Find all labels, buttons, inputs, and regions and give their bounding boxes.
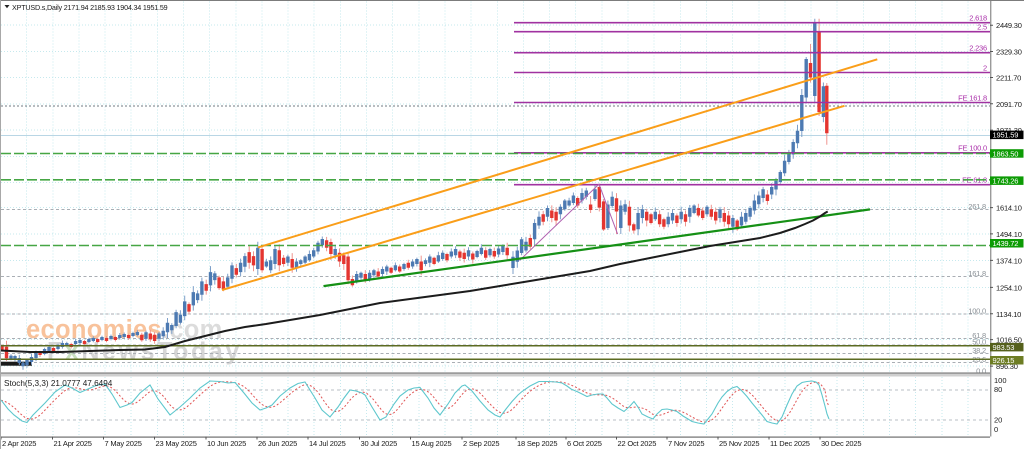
svg-text:1743.26: 1743.26: [993, 177, 1019, 186]
svg-text:2.5: 2.5: [977, 23, 987, 32]
svg-text:XPTUSD.s,Daily 2171.94 2185.9: XPTUSD.s,Daily 2171.94 2185.93 1904.34 1…: [12, 3, 168, 12]
svg-text:2 Apr 2025: 2 Apr 2025: [2, 439, 36, 448]
svg-text:economies.com: economies.com: [26, 316, 223, 344]
svg-text:6 Oct 2025: 6 Oct 2025: [567, 439, 602, 448]
svg-text:2: 2: [983, 63, 987, 72]
svg-text:38.2: 38.2: [972, 346, 986, 355]
svg-text:896.30: 896.30: [996, 362, 1018, 371]
svg-text:20: 20: [994, 416, 1002, 425]
svg-text:983.53: 983.53: [993, 343, 1015, 352]
svg-text:1863.50: 1863.50: [993, 149, 1019, 158]
svg-text:100.0: 100.0: [968, 306, 986, 315]
svg-text:1134.10: 1134.10: [996, 310, 1021, 319]
svg-text:926.15: 926.15: [993, 356, 1015, 365]
svg-text:10 Jun 2025: 10 Jun 2025: [207, 439, 246, 448]
svg-text:1016.50: 1016.50: [996, 336, 1022, 345]
svg-text:1951.59: 1951.59: [993, 131, 1019, 140]
svg-text:FE 100.0: FE 100.0: [958, 144, 987, 153]
svg-text:1494.10: 1494.10: [996, 230, 1022, 239]
svg-text:2211.70: 2211.70: [996, 74, 1021, 83]
svg-text:FE 61.8: FE 61.8: [962, 176, 987, 185]
svg-text:11 Dec 2025: 11 Dec 2025: [770, 439, 810, 448]
svg-text:26 Jun 2025: 26 Jun 2025: [258, 439, 297, 448]
svg-text:2 Sep 2025: 2 Sep 2025: [463, 439, 499, 448]
svg-text:18 Sep 2025: 18 Sep 2025: [517, 439, 557, 448]
svg-text:0.0: 0.0: [976, 367, 986, 376]
svg-text:50.0: 50.0: [972, 337, 986, 346]
svg-text:0: 0: [994, 425, 998, 434]
svg-text:2449.30: 2449.30: [996, 21, 1022, 30]
svg-text:161.8: 161.8: [968, 269, 986, 278]
svg-text:2.236: 2.236: [969, 44, 987, 53]
svg-text:14 Jul 2025: 14 Jul 2025: [309, 439, 346, 448]
svg-text:1439.72: 1439.72: [993, 239, 1019, 248]
svg-text:22 Oct 2025: 22 Oct 2025: [618, 439, 657, 448]
svg-text:21 Apr 2025: 21 Apr 2025: [54, 439, 92, 448]
svg-text:2329.30: 2329.30: [996, 48, 1022, 57]
svg-text:100: 100: [994, 376, 1007, 385]
svg-text:25 Nov 2025: 25 Nov 2025: [719, 439, 759, 448]
svg-text:30 Dec 2025: 30 Dec 2025: [821, 439, 861, 448]
svg-text:2.618: 2.618: [969, 14, 987, 23]
svg-text:261.8: 261.8: [968, 202, 986, 211]
svg-text:Stoch(5,3,3) 21.0777 47.6494: Stoch(5,3,3) 21.0777 47.6494: [4, 379, 113, 388]
svg-text:FE 161.8: FE 161.8: [958, 93, 987, 102]
svg-text:1614.10: 1614.10: [996, 204, 1022, 213]
svg-text:61.8: 61.8: [972, 331, 986, 340]
svg-text:1254.10: 1254.10: [996, 283, 1022, 292]
svg-text:15 Aug 2025: 15 Aug 2025: [412, 439, 452, 448]
svg-text:7 May 2025: 7 May 2025: [105, 439, 142, 448]
svg-text:1374.10: 1374.10: [996, 256, 1022, 265]
svg-text:30 Jul 2025: 30 Jul 2025: [361, 439, 398, 448]
svg-text:2091.70: 2091.70: [996, 100, 1022, 109]
svg-text:23 May 2025: 23 May 2025: [156, 439, 197, 448]
svg-text:80: 80: [994, 385, 1002, 394]
svg-text:7 Nov 2025: 7 Nov 2025: [668, 439, 704, 448]
